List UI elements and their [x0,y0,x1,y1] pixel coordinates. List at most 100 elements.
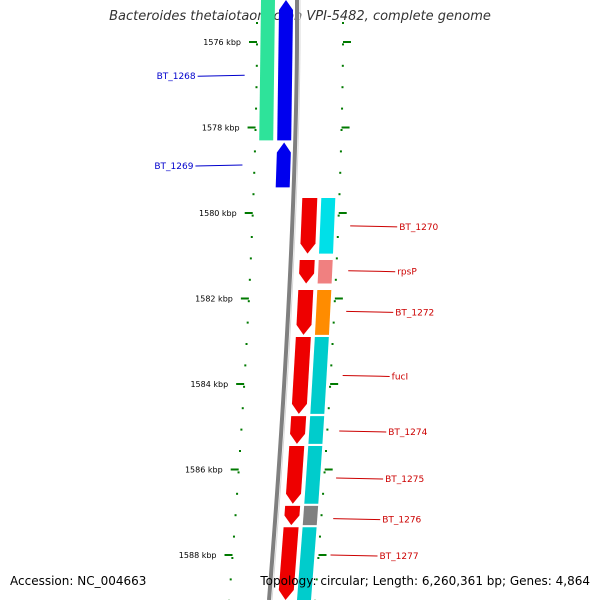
tick-dot-right [335,257,338,260]
tick-dot-right [337,214,340,217]
tick-dot-right [333,300,336,303]
gene-tracks [259,0,336,600]
gene-label-BT_1274[interactable]: BT_1274 [388,428,427,438]
cog-strip-BT_1277 [297,527,317,600]
tick-dot-right [330,364,333,367]
tick-dot-left [232,535,235,538]
tick-dot-left [255,64,258,67]
tick-dot-left [229,578,232,581]
tick-dot-right [336,236,339,238]
cog-strip-BT_1274 [308,416,325,444]
major-tick-right [324,468,333,471]
tick-dot-right [338,193,341,196]
tick-dot-left [244,364,247,367]
tick-dot-right [342,22,344,24]
tick-dot-left [231,557,234,559]
cog-strip-BT_1270 [319,198,336,254]
gene-label-BT_1272[interactable]: BT_1272 [395,308,434,318]
tick-dot-right [334,278,337,281]
tick-dot-right [329,385,332,388]
gene-arrow-BT_1268[interactable] [277,0,293,141]
tick-dot-right [341,43,344,46]
tick-dot-left [251,214,254,217]
gene-arrow-BT_1272[interactable] [296,289,314,335]
label-leader-BT_1270 [350,225,398,228]
backbone [267,0,301,600]
major-tick-left [240,297,249,300]
tick-dot-right [322,492,325,495]
tick-dot-left [250,236,253,238]
major-tick-left [244,212,253,214]
label-leader-rpsP [348,270,396,273]
accession-label: Accession: NC_004663 [10,574,147,588]
backbone-line [267,0,299,600]
gene-arrow-BT_1276[interactable] [284,505,301,526]
gene-label-BT_1275[interactable]: BT_1275 [385,475,424,485]
gene-label-BT_1277[interactable]: BT_1277 [380,552,419,562]
tick-dot-right [341,64,344,67]
gene-label-BT_1268[interactable]: BT_1268 [157,72,196,82]
tick-dot-right [341,107,344,110]
tick-dot-left [234,514,237,517]
gene-label-BT_1276[interactable]: BT_1276 [382,516,421,526]
gene-label-BT_1269[interactable]: BT_1269 [154,162,193,172]
gene-label-BT_1270[interactable]: BT_1270 [399,223,438,233]
tick-dot-right [323,471,326,474]
gene-arrow-BT_1270[interactable] [300,198,318,254]
tick-dot-right [341,86,344,89]
scale-label: 1576 kbp [203,38,241,47]
tick-dot-right [320,514,323,517]
gene-arrow-BT_1269[interactable] [275,142,291,188]
tick-dot-left [253,171,256,174]
tick-dot-right [339,150,342,153]
major-tick-left [224,554,233,556]
tick-dot-left [248,278,251,281]
tick-dot-left [246,321,249,324]
cog-strip-fucI [310,336,329,414]
gene-arrow-rpsP[interactable] [299,260,315,284]
gene-arrow-BT_1275[interactable] [286,445,305,504]
tick-marks: 1576 kbp 1578 kbp 1580 kbp 1582 kbp 1584 kbp… [179,22,351,600]
major-tick-left [247,126,256,129]
major-tick-right [341,126,350,129]
label-leader-BT_1268 [197,74,245,77]
major-tick-right [342,41,351,43]
gene-arrow-BT_1277[interactable] [278,527,299,600]
gene-label-fucI[interactable]: fucI [392,372,408,382]
scale-label: 1584 kbp [190,380,228,389]
topology-label: Topology: circular; Length: 6,260,361 bp… [260,574,590,588]
major-tick-left [236,383,245,385]
major-tick-left [248,41,257,43]
tick-dot-right [317,557,320,559]
tick-dot-left [241,407,244,410]
tick-dot-right [318,535,321,538]
major-tick-right [318,554,327,556]
tick-dot-right [315,578,318,581]
tick-dot-right [340,129,343,131]
tick-dot-right [332,321,335,324]
gene-arrow-fucI[interactable] [291,336,311,414]
tick-dot-left [254,129,257,131]
cog-strip-BT_1276 [302,505,319,526]
gene-label-rpsP[interactable]: rpsP [397,268,417,278]
gene-arrow-BT_1274[interactable] [290,416,307,444]
major-tick-right [330,383,339,385]
cog-strip-BT_1272 [314,289,332,335]
label-leader-BT_1269 [195,164,243,167]
label-leader-BT_1276 [333,518,381,521]
tick-dot-left [252,193,255,196]
label-leader-BT_1275 [336,477,384,480]
cog-strip-BT_1268 [259,0,275,141]
tick-dot-left [256,22,258,24]
cog-strip-rpsP [317,260,333,284]
tick-dot-right [327,407,330,410]
tick-dot-left [255,43,258,46]
tick-dot-right [324,450,327,452]
tick-dot-left [237,471,240,474]
major-tick-right [338,212,347,214]
label-leader-BT_1274 [339,430,387,433]
tick-dot-left [253,150,256,153]
major-tick-right [334,297,343,300]
major-tick-left [230,468,239,471]
